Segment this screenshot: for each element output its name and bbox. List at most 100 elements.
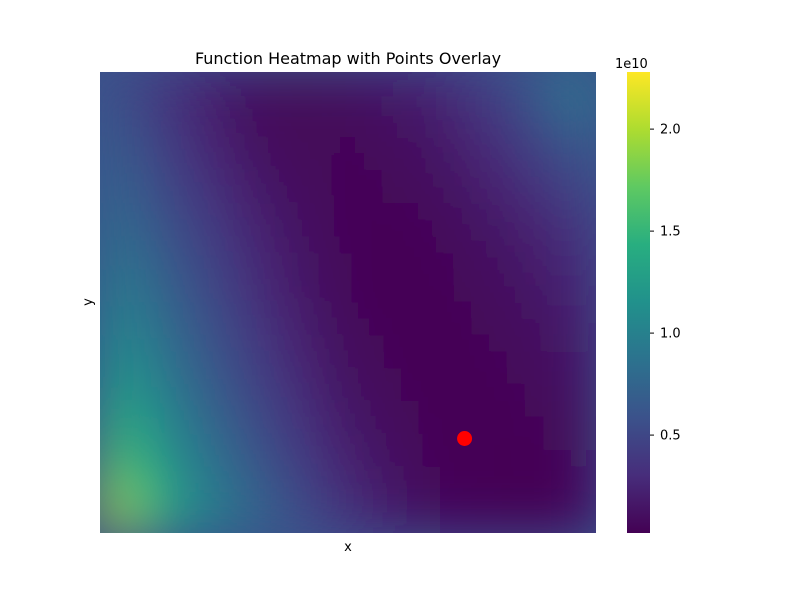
heatmap-cell <box>506 466 526 485</box>
heatmap-cell <box>276 351 296 369</box>
heatmap-cell <box>382 269 402 287</box>
heatmap-cell <box>329 170 349 188</box>
heatmap-cell <box>365 417 384 435</box>
heatmap-cell <box>560 252 579 271</box>
heatmap-cell <box>436 334 455 353</box>
heatmap-cell <box>100 269 119 287</box>
heatmap-cell <box>560 236 579 254</box>
heatmap-cell <box>294 302 314 320</box>
heatmap-cell <box>188 400 207 419</box>
heatmap-cell <box>365 236 384 254</box>
heatmap-cell <box>400 302 420 320</box>
heatmap-cell <box>223 516 243 533</box>
heatmap-cell <box>506 516 526 533</box>
heatmap-cell <box>347 170 367 188</box>
heatmap-cell <box>100 516 119 533</box>
heatmap-cell <box>471 302 491 320</box>
heatmap-cell <box>294 367 314 386</box>
heatmap-cell <box>312 87 331 106</box>
heatmap-cell <box>152 384 172 402</box>
heatmap-cell <box>471 186 491 205</box>
heatmap-cell <box>223 433 243 452</box>
heatmap-cell <box>524 433 544 452</box>
heatmap-cell <box>294 499 314 518</box>
heatmap-cell <box>205 153 225 172</box>
heatmap-cell <box>134 87 154 106</box>
heatmap-cell <box>365 285 384 303</box>
heatmap-cell <box>560 367 579 386</box>
heatmap-cell <box>241 120 260 139</box>
heatmap-cell <box>276 417 296 435</box>
heatmap-cell <box>400 186 420 205</box>
heatmap-cell <box>382 170 402 188</box>
heatmap-cell <box>258 120 278 139</box>
heatmap-cell <box>258 87 278 106</box>
heatmap-cell <box>471 351 491 369</box>
heatmap-cell <box>329 137 349 155</box>
heatmap-cell <box>489 236 508 254</box>
heatmap-cell <box>542 269 562 287</box>
colorbar-gradient <box>627 72 650 533</box>
heatmap-cell <box>542 72 562 89</box>
heatmap-cell <box>418 433 438 452</box>
heatmap-cell <box>347 203 367 221</box>
heatmap-cell <box>560 417 579 435</box>
heatmap-cell <box>400 516 420 533</box>
heatmap-cell <box>560 318 579 336</box>
heatmap-cell <box>223 72 243 89</box>
heatmap-cell <box>258 400 278 419</box>
heatmap-cell <box>329 351 349 369</box>
heatmap-cell <box>312 384 331 402</box>
heatmap-cell <box>258 285 278 303</box>
heatmap-cell <box>170 302 190 320</box>
heatmap-cell <box>188 252 207 271</box>
heatmap-cell <box>205 417 225 435</box>
heatmap-cell <box>100 367 119 386</box>
heatmap-cell <box>134 450 154 468</box>
heatmap-cell <box>400 318 420 336</box>
heatmap-cell <box>205 351 225 369</box>
heatmap-cell <box>506 252 526 271</box>
heatmap-cell <box>312 302 331 320</box>
heatmap-cell <box>506 499 526 518</box>
heatmap-cell <box>152 120 172 139</box>
heatmap-cell <box>312 450 331 468</box>
heatmap-cell <box>365 104 384 122</box>
heatmap-cell <box>223 236 243 254</box>
heatmap-cell <box>223 351 243 369</box>
heatmap-cell <box>329 516 349 533</box>
heatmap-cell <box>577 318 596 336</box>
heatmap-cell <box>152 483 172 501</box>
heatmap-cell <box>453 285 473 303</box>
heatmap-cell <box>329 417 349 435</box>
heatmap-cell <box>188 367 207 386</box>
heatmap-cell <box>524 466 544 485</box>
heatmap-cell <box>117 153 136 172</box>
heatmap-cell <box>400 219 420 238</box>
heatmap-cell <box>489 433 508 452</box>
heatmap-cell <box>506 450 526 468</box>
heatmap-cell <box>329 203 349 221</box>
heatmap-cell <box>436 433 455 452</box>
heatmap-cell <box>453 318 473 336</box>
heatmap-cell <box>347 483 367 501</box>
heatmap-cell <box>506 334 526 353</box>
heatmap-cell <box>152 153 172 172</box>
heatmap-cells <box>100 72 596 533</box>
heatmap-cell <box>188 302 207 320</box>
heatmap-cell <box>100 203 119 221</box>
heatmap-cell <box>400 269 420 287</box>
heatmap-cell <box>258 72 278 89</box>
heatmap-cell <box>329 269 349 287</box>
heatmap-cell <box>382 351 402 369</box>
heatmap-cell <box>276 186 296 205</box>
heatmap-cell <box>188 483 207 501</box>
heatmap-cell <box>188 450 207 468</box>
heatmap-cell <box>560 170 579 188</box>
heatmap-cell <box>489 351 508 369</box>
heatmap-cell <box>294 466 314 485</box>
heatmap-cell <box>471 483 491 501</box>
heatmap-cell <box>365 433 384 452</box>
heatmap-cell <box>382 236 402 254</box>
heatmap-cell <box>134 302 154 320</box>
